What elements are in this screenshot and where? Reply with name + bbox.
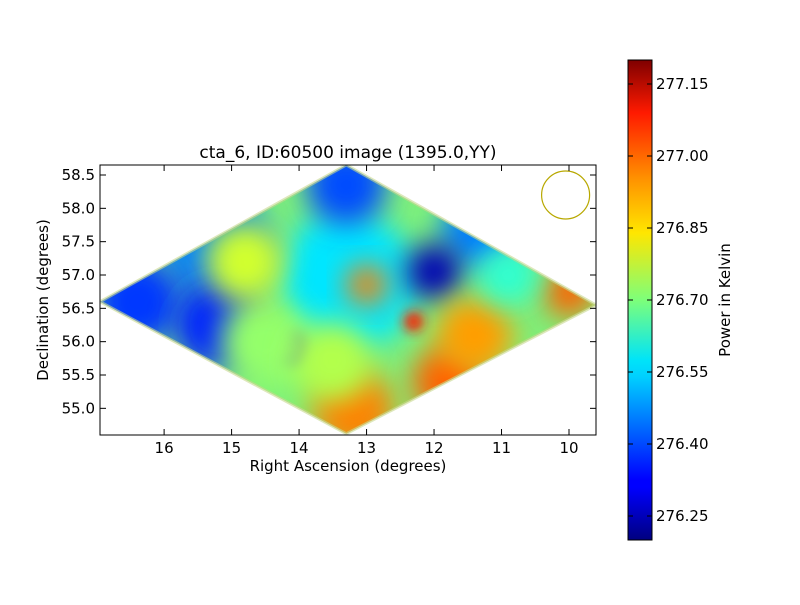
x-axis-ticks: 16 15 14 13 12 11 10 (155, 165, 579, 457)
colorbar-ticks: 276.25 276.40 276.55 276.70 276.85 277.00 277.… (628, 75, 709, 525)
x-tick-label: 15 (222, 439, 241, 457)
x-tick-label: 11 (492, 439, 511, 457)
beam-circle (540, 170, 591, 220)
x-tick-label: 12 (424, 439, 443, 457)
x-tick-label: 14 (290, 439, 309, 457)
x-tick-label: 13 (357, 439, 376, 457)
heatmap-region (292, 321, 373, 402)
heatmap-region (220, 296, 311, 387)
colorbar-tick-label: 276.25 (656, 507, 709, 525)
heatmap-region (346, 265, 387, 305)
y-tick-label: 56.5 (62, 299, 95, 317)
plot-frame (99, 164, 597, 436)
y-tick-label: 58.0 (62, 199, 95, 217)
x-tick-label: 16 (155, 439, 174, 457)
y-tick-label: 55.5 (62, 366, 95, 384)
heatmap-region (403, 311, 424, 332)
y-axis-ticks: 55.0 55.5 56.0 56.5 57.0 57.5 58.0 58.5 (62, 166, 596, 417)
heatmap-region (205, 221, 286, 302)
y-tick-label: 55.0 (62, 399, 95, 417)
plot-area: 16 15 14 13 12 11 10 55.055.556.056.557.057.55… (62, 164, 597, 457)
colorbar-tick-label: 276.85 (656, 219, 709, 237)
colorbar-tick-label: 277.00 (656, 147, 709, 165)
heatmap-region (276, 211, 417, 352)
y-tick-label: 56.0 (62, 333, 95, 351)
footprint-edge (100, 165, 596, 435)
colorbar: 276.25 276.40 276.55 276.70 276.85 277.00 277.… (627, 59, 734, 541)
y-tick-label: 57.0 (62, 266, 95, 284)
y-tick-label: 57.5 (62, 233, 95, 251)
colorbar-tick-label: 276.55 (656, 363, 709, 381)
colorbar-label: Power in Kelvin (716, 243, 734, 357)
y-axis-label: Declination (degrees) (34, 219, 52, 381)
colorbar-tick-label: 277.15 (656, 75, 709, 93)
y-tick-label: 58.5 (62, 166, 95, 184)
chart-title: cta_6, ID:60500 image (1395.0,YY) (199, 143, 496, 163)
heatmap-region (406, 243, 462, 300)
heatmap-region (306, 165, 387, 225)
colorbar-tick-label: 276.40 (656, 435, 709, 453)
heatmap-region (436, 297, 513, 373)
x-axis-label: Right Ascension (degrees) (250, 457, 447, 475)
x-tick-label: 10 (559, 439, 578, 457)
colorbar-tick-label: 276.70 (656, 291, 709, 309)
